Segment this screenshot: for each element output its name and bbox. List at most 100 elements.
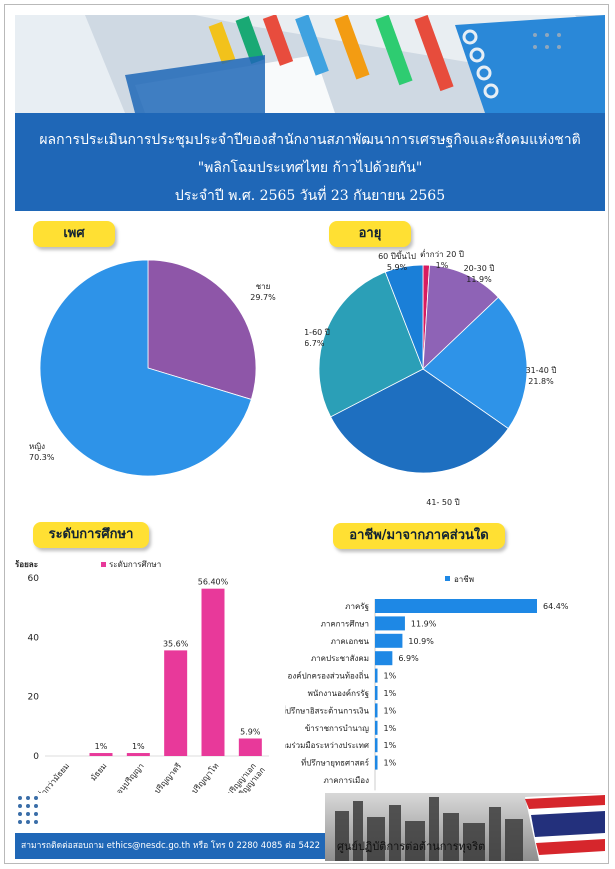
pie-label: 41- 50 ปี	[426, 498, 459, 505]
banner-bars	[208, 15, 454, 92]
bar	[375, 599, 537, 613]
y-axis-label: ร้อยละ	[15, 559, 38, 569]
pie-value-label: 11.9%	[466, 275, 492, 284]
notebook-rings	[462, 29, 499, 99]
report-slogan: "พลิกโฉมประเทศไทย ก้าวไปด้วยกัน"	[197, 160, 423, 176]
bar	[164, 650, 188, 756]
bar-value-label: 11.9%	[411, 619, 437, 628]
pie-slice	[422, 264, 499, 370]
category-label: องค์ปกครองส่วนท้องถิ่น	[288, 670, 370, 681]
bar-value-label: 1%	[384, 672, 397, 681]
category-label: ภาคเอกชน	[331, 637, 370, 646]
legend-label: ระดับการศึกษา	[109, 560, 161, 569]
city-skyline-banner: ศูนย์ปฏิบัติการต่อต้านการทุจริต	[325, 793, 605, 861]
report-date: ประจำปี พ.ศ. 2565 วันที่ 23 กันยายน 2565	[174, 188, 446, 204]
skyline-illustration	[335, 793, 605, 861]
bar	[375, 755, 378, 770]
pie-label: 31-40 ปี	[526, 366, 557, 375]
category-label: ปริญญาตรี	[153, 761, 184, 793]
education-bar-chart: ร้อยละ ระดับการศึกษา 0 20 40 60 ต่ำกว่ามัธยม 1%…	[15, 559, 269, 793]
title-box: ผลการประเมินการประชุมประจำปีของสำนักงานส…	[15, 113, 605, 211]
category-label: ต่ำกว่ามัธยม	[35, 760, 71, 793]
bar-value-label: 1%	[384, 706, 397, 715]
pie-slice	[422, 296, 528, 430]
bar	[375, 616, 405, 631]
education-heading: ระดับการศึกษา	[33, 522, 149, 548]
pie-slice	[147, 259, 257, 400]
category-label: อนุปริญญา	[115, 762, 146, 793]
bar	[238, 738, 262, 756]
bar	[201, 588, 225, 756]
header-banner: ผลการประเมินการประชุมประจำปีของสำนักงานส…	[15, 15, 605, 211]
category-label: พนักงานองค์กรรัฐ	[308, 688, 369, 698]
bar	[375, 703, 378, 718]
bar-value-label: 6.9%	[398, 654, 419, 663]
bar-value-label: 10.9%	[408, 637, 434, 646]
bar	[89, 753, 113, 756]
bar-value-label: 56.40%	[198, 578, 229, 587]
category-label: ภาคการเมือง	[324, 776, 370, 785]
pie-label: 60 ปีขึ้นไป	[378, 250, 416, 261]
pie-value-label: 70.3%	[29, 453, 55, 462]
pie-label: 51-60 ปี	[305, 328, 330, 337]
banner-illustration	[15, 15, 605, 113]
age-pie-chart: ต่ำกว่า 20 ปี 1% 20-30 ปี 11.9% 31-40 ปี 21.8…	[305, 248, 557, 505]
bar-value-label: 1%	[384, 741, 397, 750]
occupation-heading: อาชีพ/มาจากภาคส่วนใด	[333, 523, 505, 549]
bar-value-label: 5.9%	[240, 727, 261, 736]
category-label: มัธยม	[89, 762, 109, 783]
bar	[375, 668, 378, 683]
bar-value-label: 35.6%	[163, 639, 189, 648]
gender-pie-chart: ชาย 29.7% หญิง 70.3%	[29, 259, 276, 477]
category-label: ภาคความร่วมมือระหว่างประเทศ	[285, 741, 369, 750]
category-label: ที่ปรึกษาอิสระด้านการเงิน	[285, 704, 370, 715]
bar	[375, 738, 378, 753]
pie-slice	[318, 271, 424, 418]
category-label: ข้าราชการบำนาญ	[305, 724, 369, 733]
y-tick-label: 0	[33, 752, 39, 762]
contact-bar: สามารถติดต่อสอบถาม ethics@nesdc.go.th หร…	[15, 833, 325, 859]
category-label: ที่ปรึกษายุทธศาสตร์	[301, 757, 370, 768]
category-label: ภาคการศึกษา	[321, 619, 369, 628]
pie-value-label: 26.7%	[305, 339, 325, 348]
footer: สามารถติดต่อสอบถาม ethics@nesdc.go.th หร…	[15, 793, 605, 861]
bar	[126, 753, 150, 756]
legend-label: อาชีพ	[454, 575, 474, 584]
pie-slice	[39, 259, 252, 477]
y-tick-label: 20	[28, 693, 40, 703]
legend-swatch	[445, 576, 450, 581]
bar-value-label: 1%	[384, 724, 397, 733]
bar-value-label: 1%	[384, 689, 397, 698]
gender-heading: เพศ	[33, 221, 115, 247]
category-label: ภาคประชาสังคม	[311, 654, 369, 663]
pie-value-label: 5.9%	[387, 263, 408, 272]
pie-value-label: 21.8%	[528, 377, 554, 386]
y-tick-label: 60	[28, 574, 40, 584]
thai-flag	[525, 793, 605, 861]
pie-label: ชาย	[256, 282, 271, 291]
y-tick-label: 40	[28, 633, 40, 643]
pie-label: ต่ำกว่า 20 ปี	[420, 248, 464, 259]
bar	[375, 686, 378, 700]
bar-value-label: 1%	[132, 742, 145, 751]
pie-label: หญิง	[29, 442, 45, 451]
report-title: ผลการประเมินการประชุมประจำปีของสำนักงานส…	[39, 132, 581, 148]
dot-grid	[533, 33, 561, 49]
bar	[375, 720, 378, 735]
pie-value-label: 29.7%	[250, 293, 276, 302]
report-page: ผลการประเมินการประชุมประจำปีของสำนักงานส…	[4, 4, 609, 864]
pie-label: 20-30 ปี	[464, 264, 495, 273]
pie-slice	[330, 368, 509, 474]
bar-value-label: 1%	[384, 759, 397, 768]
bar-value-label: 64.4%	[543, 602, 569, 611]
bar	[375, 651, 393, 666]
footer-dots	[18, 796, 38, 824]
bar	[375, 633, 403, 648]
legend-swatch	[101, 562, 106, 567]
pie-slice	[384, 264, 424, 370]
bar-value-label: 1%	[95, 742, 108, 751]
age-heading: อายุ	[329, 221, 411, 247]
category-label: ภาครัฐ	[345, 602, 369, 611]
pie-value-label: 1%	[436, 261, 449, 270]
